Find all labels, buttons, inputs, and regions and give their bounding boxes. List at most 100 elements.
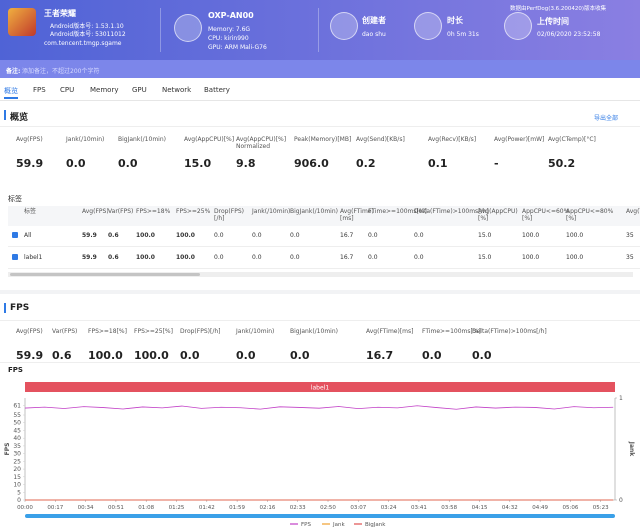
section-gap bbox=[0, 290, 640, 294]
metric-value: 0.0 bbox=[180, 349, 200, 362]
metric-label: Avg(AppCPU)[%] Normalized bbox=[236, 136, 287, 150]
tab[interactable]: FPS bbox=[33, 86, 46, 94]
column-header: Drop(FPS)[/h] bbox=[214, 208, 244, 222]
table-cell: 100.0 bbox=[136, 232, 155, 239]
row-checkbox[interactable] bbox=[12, 232, 18, 238]
x-tick-label: 02:50 bbox=[320, 505, 336, 511]
y-tick-label: 10 bbox=[13, 482, 21, 489]
y-tick-label: 35 bbox=[13, 443, 21, 450]
column-header: Avg(To bbox=[626, 208, 640, 215]
table-cell: 59.9 bbox=[82, 254, 97, 261]
x-tick-label: 03:58 bbox=[441, 505, 457, 511]
metric-label: Drop(FPS)[/h] bbox=[180, 328, 221, 335]
metric-value: 9.8 bbox=[236, 157, 256, 170]
column-header: FPS>=18% bbox=[136, 208, 171, 215]
metric-label: Peak(Memory)[MB] bbox=[294, 136, 352, 143]
legend-label: Jank bbox=[332, 522, 345, 528]
y-tick-label: 15 bbox=[13, 474, 21, 481]
tab[interactable]: Memory bbox=[90, 86, 119, 94]
x-tick-label: 01:25 bbox=[169, 505, 185, 511]
table-cell: 0.6 bbox=[108, 254, 119, 261]
x-tick-label: 04:32 bbox=[502, 505, 518, 511]
row-divider bbox=[8, 246, 640, 247]
column-header: Avg(AppCPU)[%] bbox=[478, 208, 518, 222]
metric-label: Avg(Recv)[KB/s] bbox=[428, 136, 477, 143]
metric-value: 0.0 bbox=[472, 349, 492, 362]
y-axis-label: FPS bbox=[4, 443, 11, 456]
section-marker bbox=[4, 110, 6, 120]
row-checkbox[interactable] bbox=[12, 254, 18, 260]
tab-underline bbox=[4, 97, 18, 99]
x-tick-label: 01:42 bbox=[199, 505, 215, 511]
export-button[interactable]: 导出全部 bbox=[594, 115, 619, 122]
app-version: Android版本号: 1.53.1.10 bbox=[50, 23, 124, 30]
x-tick-label: 01:59 bbox=[229, 505, 245, 511]
tab[interactable]: CPU bbox=[60, 86, 75, 94]
x-tick-label: 03:07 bbox=[350, 505, 366, 511]
header-bar bbox=[0, 0, 640, 60]
app-name: 王者荣耀 bbox=[44, 9, 76, 18]
y-tick-label: 55 bbox=[13, 412, 21, 419]
note-input[interactable]: 添加备注，不超过200个字符 bbox=[22, 68, 100, 75]
device-cpu: CPU: kirin990 bbox=[208, 35, 249, 42]
device-gpu: GPU: ARM Mali-G76 bbox=[208, 44, 267, 51]
table-cell: 0.0 bbox=[414, 232, 424, 239]
table-cell: 100.0 bbox=[176, 232, 195, 239]
table-cell: 0.0 bbox=[252, 254, 262, 261]
scrollbar-thumb[interactable] bbox=[10, 273, 200, 276]
column-header: FPS>=25% bbox=[176, 208, 211, 215]
x-tick-label: 04:15 bbox=[472, 505, 488, 511]
table-cell: 100.0 bbox=[566, 254, 584, 261]
x-tick-label: 02:16 bbox=[259, 505, 275, 511]
metric-value: 59.9 bbox=[16, 157, 44, 170]
device-memory: Memory: 7.6G bbox=[208, 26, 251, 33]
tab[interactable]: 概览 bbox=[4, 87, 18, 95]
section-marker bbox=[4, 303, 6, 313]
tab[interactable]: GPU bbox=[132, 86, 147, 94]
table-cell: 16.7 bbox=[340, 232, 354, 239]
table-header-bg bbox=[8, 206, 640, 226]
chart-title: FPS bbox=[8, 366, 23, 374]
legend-label: BigJank bbox=[365, 522, 386, 528]
app-icon bbox=[8, 8, 36, 36]
metric-label: Avg(CTemp)[°C] bbox=[548, 136, 596, 143]
y-tick-label: 20 bbox=[13, 466, 21, 473]
creator-label: 创建者 bbox=[362, 16, 386, 25]
x-tick-label: 05:06 bbox=[563, 505, 579, 511]
metric-value: - bbox=[494, 157, 499, 170]
upload-label: 上传时间 bbox=[537, 17, 569, 26]
y-tick-label: 45 bbox=[13, 427, 21, 434]
y-tick-label: 50 bbox=[13, 420, 21, 427]
table-cell: 35 bbox=[626, 254, 634, 261]
table-cell: label1 bbox=[24, 254, 43, 261]
time-scrollbar bbox=[25, 514, 615, 518]
table-cell: 0.0 bbox=[290, 232, 300, 239]
tab[interactable]: Battery bbox=[204, 86, 230, 94]
metric-label: Avg(Send)[KB/s] bbox=[356, 136, 405, 143]
series-line bbox=[24, 405, 614, 410]
package-name: com.tencent.tmgp.sgame bbox=[44, 40, 122, 47]
divider bbox=[0, 126, 640, 127]
section-title: FPS bbox=[10, 303, 30, 313]
duration-label: 时长 bbox=[447, 16, 463, 25]
table-cell: 35 bbox=[626, 232, 634, 239]
x-tick-label: 00:51 bbox=[108, 505, 124, 511]
metric-value: 50.2 bbox=[548, 157, 576, 170]
divider bbox=[318, 8, 319, 52]
metric-value: 0.6 bbox=[52, 349, 72, 362]
divider bbox=[0, 320, 640, 321]
column-header: AppCPU<=60%[%] bbox=[522, 208, 570, 222]
label-band bbox=[25, 382, 615, 392]
table-cell: 0.6 bbox=[108, 232, 119, 239]
metric-value: 16.7 bbox=[366, 349, 394, 362]
metric-value: 100.0 bbox=[88, 349, 123, 362]
note-label: 备注: bbox=[6, 68, 21, 75]
tab[interactable]: Network bbox=[162, 86, 192, 94]
metric-label: Avg(Power)[mW] bbox=[494, 136, 545, 143]
scrollbar-track bbox=[8, 272, 633, 277]
metric-value: 906.0 bbox=[294, 157, 329, 170]
table-cell: 100.0 bbox=[136, 254, 155, 261]
x-tick-label: 00:17 bbox=[47, 505, 63, 511]
y-tick-label: 5 bbox=[17, 489, 21, 496]
